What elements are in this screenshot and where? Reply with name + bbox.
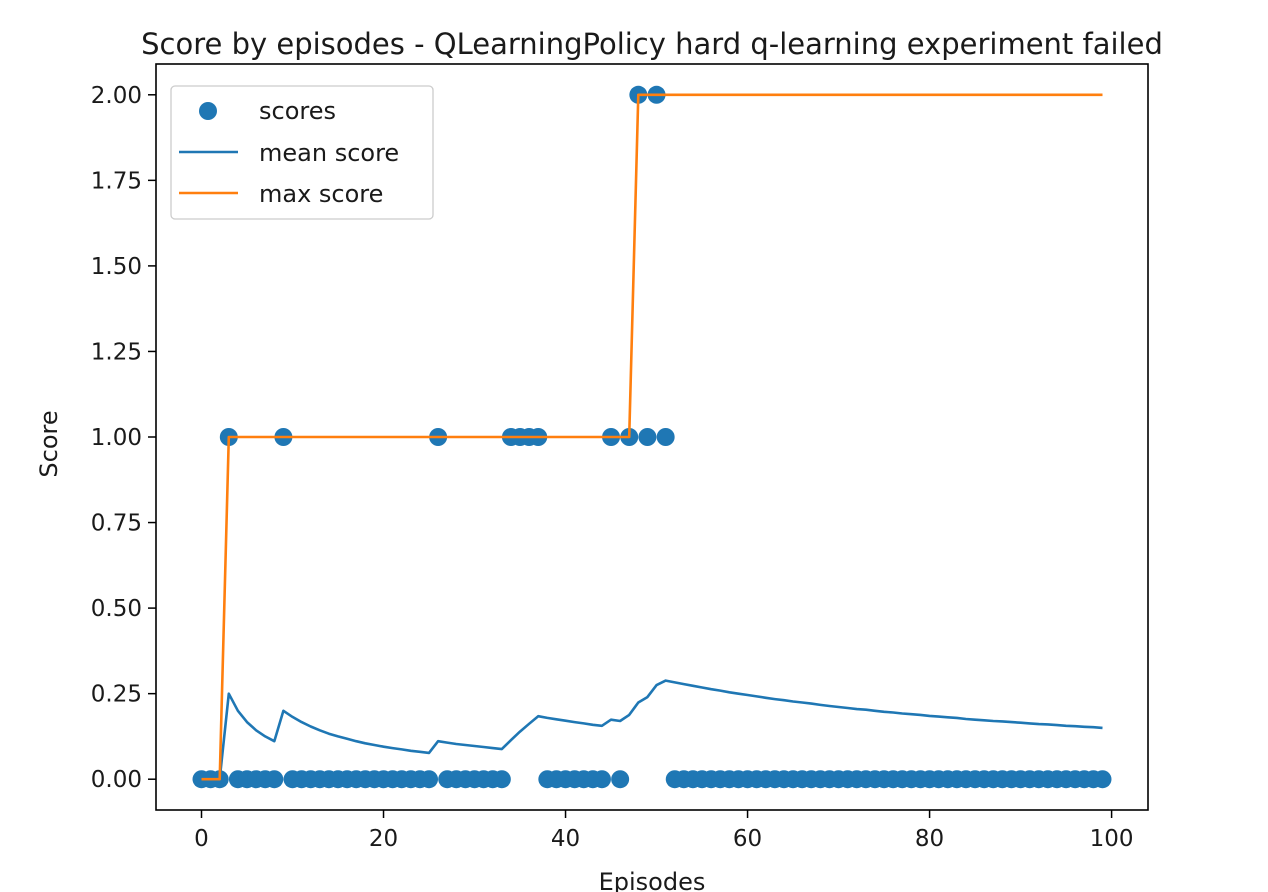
y-tick-label: 1.50 [91, 254, 142, 280]
legend: scores mean score max score [170, 85, 434, 220]
x-tick-label: 80 [915, 826, 944, 852]
score-point [1093, 770, 1112, 789]
legend-label-mean-score: mean score [259, 139, 399, 167]
x-tick-label: 20 [369, 826, 398, 852]
y-tick-label: 1.00 [91, 425, 142, 451]
x-tick-label: 0 [194, 826, 209, 852]
legend-label-max-score: max score [259, 180, 383, 208]
max-score-line [201, 93, 1103, 781]
score-point [420, 770, 439, 789]
score-point [638, 428, 657, 446]
legend-label-scores: scores [259, 97, 336, 125]
score-point [492, 770, 511, 789]
y-tick-label: 2.00 [91, 83, 142, 109]
x-tick-label: 100 [1090, 826, 1134, 852]
legend-marker-scores [199, 102, 217, 120]
score-point [611, 770, 630, 789]
axis-ticks: 0 20 40 60 80 100 0.00 0.25 0.50 0.75 1.00 1.25 1.50… [91, 83, 1134, 852]
x-axis-label: Episodes [599, 868, 706, 892]
score-point [592, 770, 611, 789]
mean-score-line [201, 679, 1103, 781]
y-tick-label: 0.75 [91, 511, 142, 537]
x-tick-label: 40 [551, 826, 580, 852]
y-tick-label: 0.00 [91, 767, 142, 793]
legend-box [170, 85, 434, 220]
score-point [265, 770, 284, 789]
plot-area [192, 85, 1112, 789]
x-tick-label: 60 [733, 826, 762, 852]
y-axis-label: Score [35, 410, 63, 477]
y-tick-label: 0.25 [91, 682, 142, 708]
score-point [656, 428, 675, 446]
y-tick-label: 0.50 [91, 596, 142, 622]
chart-title: Score by episodes - QLearningPolicy hard… [141, 27, 1163, 61]
y-tick-label: 1.75 [91, 168, 142, 194]
y-tick-label: 1.25 [91, 339, 142, 365]
